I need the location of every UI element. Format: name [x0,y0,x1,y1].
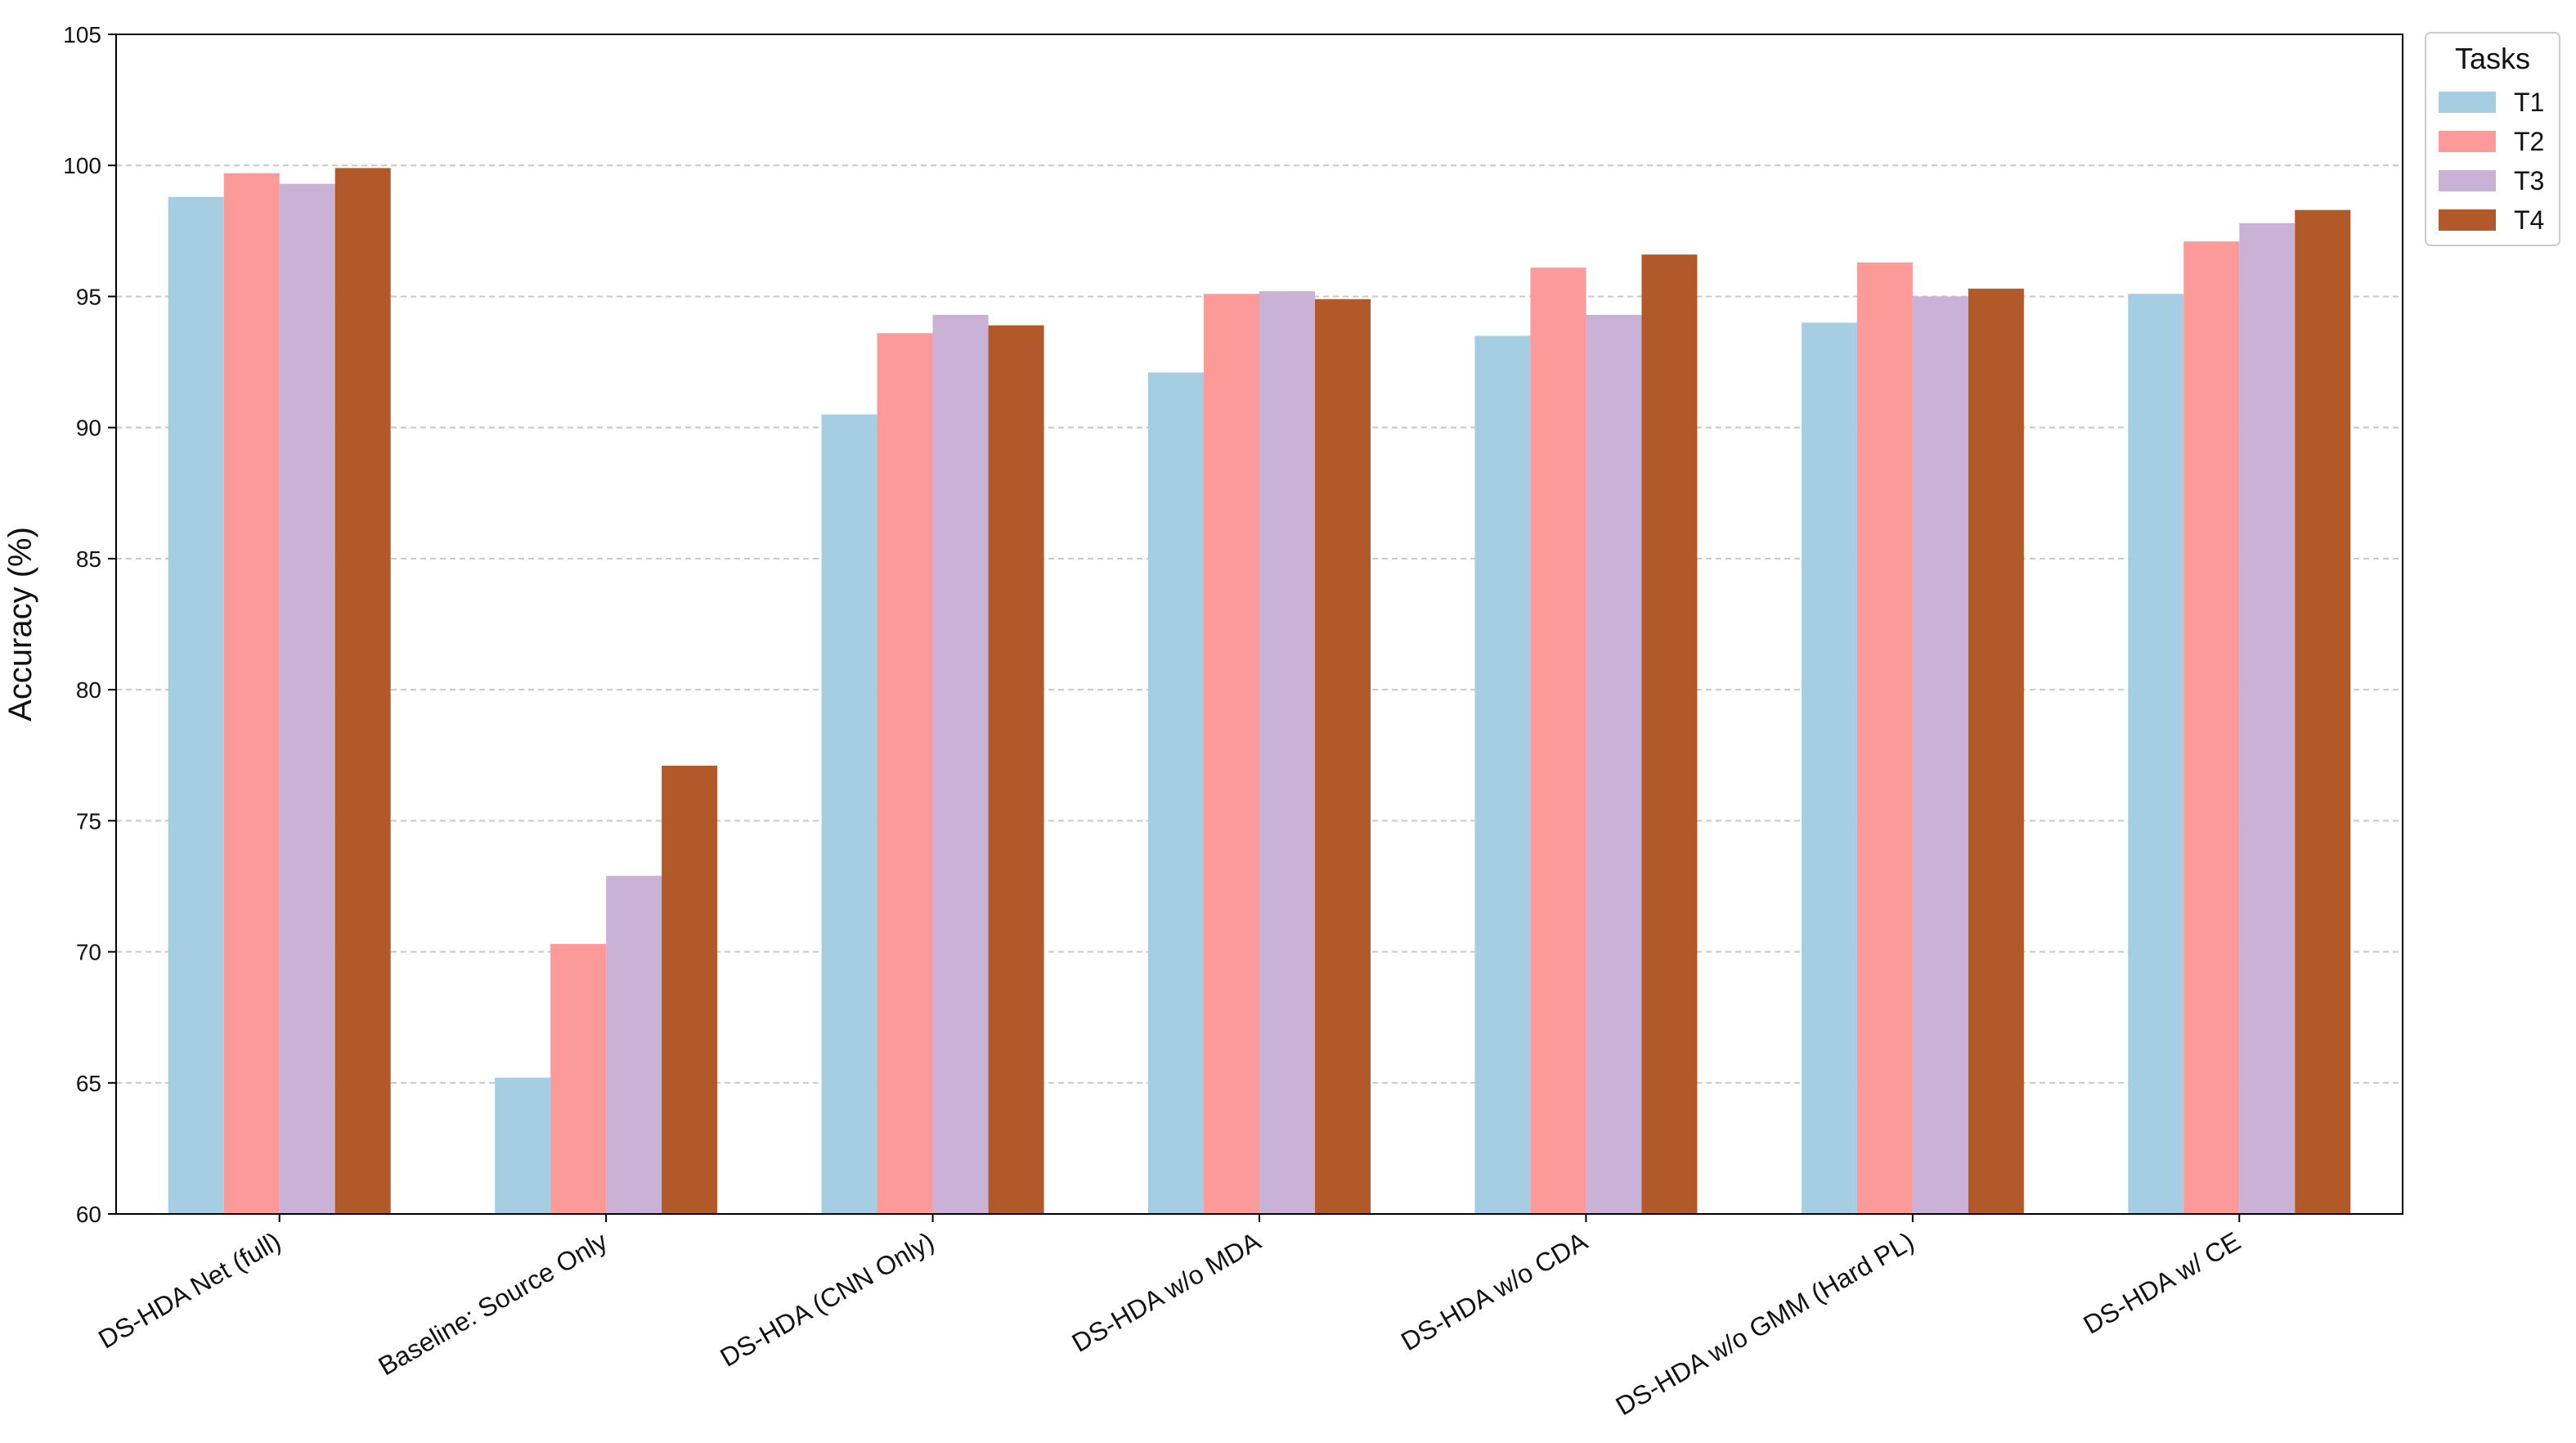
x-category-label: DS-HDA (CNN Only) [715,1226,939,1373]
bar-t2-5 [1856,262,1913,1215]
bar-t4-2 [988,325,1044,1214]
bar-t4-6 [2295,209,2351,1215]
bar-t3-2 [932,314,989,1215]
bar-t4-5 [1968,288,2024,1215]
legend-label-t1: T1 [2514,88,2544,117]
legend-title: Tasks [2455,42,2530,75]
bar-t2-0 [223,173,280,1214]
bar-t1-4 [1474,335,1531,1214]
x-category-label: DS-HDA w/o CDA [1396,1226,1592,1357]
bar-t3-3 [1259,291,1315,1215]
y-tick-label: 70 [76,940,101,965]
plot-frame [115,34,2403,1215]
bar-t2-3 [1204,294,1259,1214]
bar-t3-4 [1586,314,1642,1215]
bar-t1-0 [168,196,224,1215]
bar-t4-1 [662,766,718,1214]
bar-t3-6 [2239,223,2296,1215]
y-tick-label: 90 [76,416,101,441]
x-category-label: Baseline: Source Only [373,1226,612,1381]
legend-swatch-t1 [2439,92,2496,113]
bar-t1-3 [1148,372,1204,1215]
y-axis-title: Accuracy (%) [2,527,38,722]
bar-t4-4 [1641,254,1698,1214]
legend-label-t4: T4 [2514,205,2544,235]
bar-t1-1 [495,1077,551,1214]
y-tick-label: 95 [76,284,101,309]
legend-swatch-t2 [2439,131,2496,152]
bar-t1-2 [821,414,877,1215]
y-tick-label: 85 [76,546,101,572]
x-category-label: DS-HDA w/ CE [2078,1226,2245,1340]
bar-t2-6 [2183,241,2240,1214]
legend-swatch-t3 [2439,170,2496,191]
bar-t3-0 [279,183,335,1215]
y-tick-label: 80 [76,677,101,703]
legend: Tasks T1 T2 T3 T4 [2425,32,2560,246]
bar-t2-4 [1530,267,1586,1214]
bar-t1-5 [1801,322,1857,1214]
x-category-label: DS-HDA w/o MDA [1067,1226,1266,1358]
bar-t2-2 [877,333,933,1215]
bar-t3-5 [1912,296,1968,1214]
y-tick-label: 65 [76,1071,101,1096]
bar-t2-1 [550,943,607,1214]
bar-t3-1 [606,875,662,1214]
bar-t4-0 [334,168,391,1215]
legend-swatch-t4 [2439,209,2496,231]
y-tick-label: 60 [76,1202,101,1227]
y-tick-label: 75 [76,808,101,834]
bar-t1-6 [2128,294,2184,1214]
legend-label-t2: T2 [2514,127,2544,156]
bar-t4-3 [1315,299,1371,1214]
legend-label-t3: T3 [2514,166,2544,196]
y-tick-label: 100 [63,153,101,178]
x-category-label: DS-HDA Net (full) [93,1226,285,1355]
x-category-label: DS-HDA w/o GMM (Hard PL) [1611,1226,1919,1421]
y-tick-label: 105 [63,22,101,47]
